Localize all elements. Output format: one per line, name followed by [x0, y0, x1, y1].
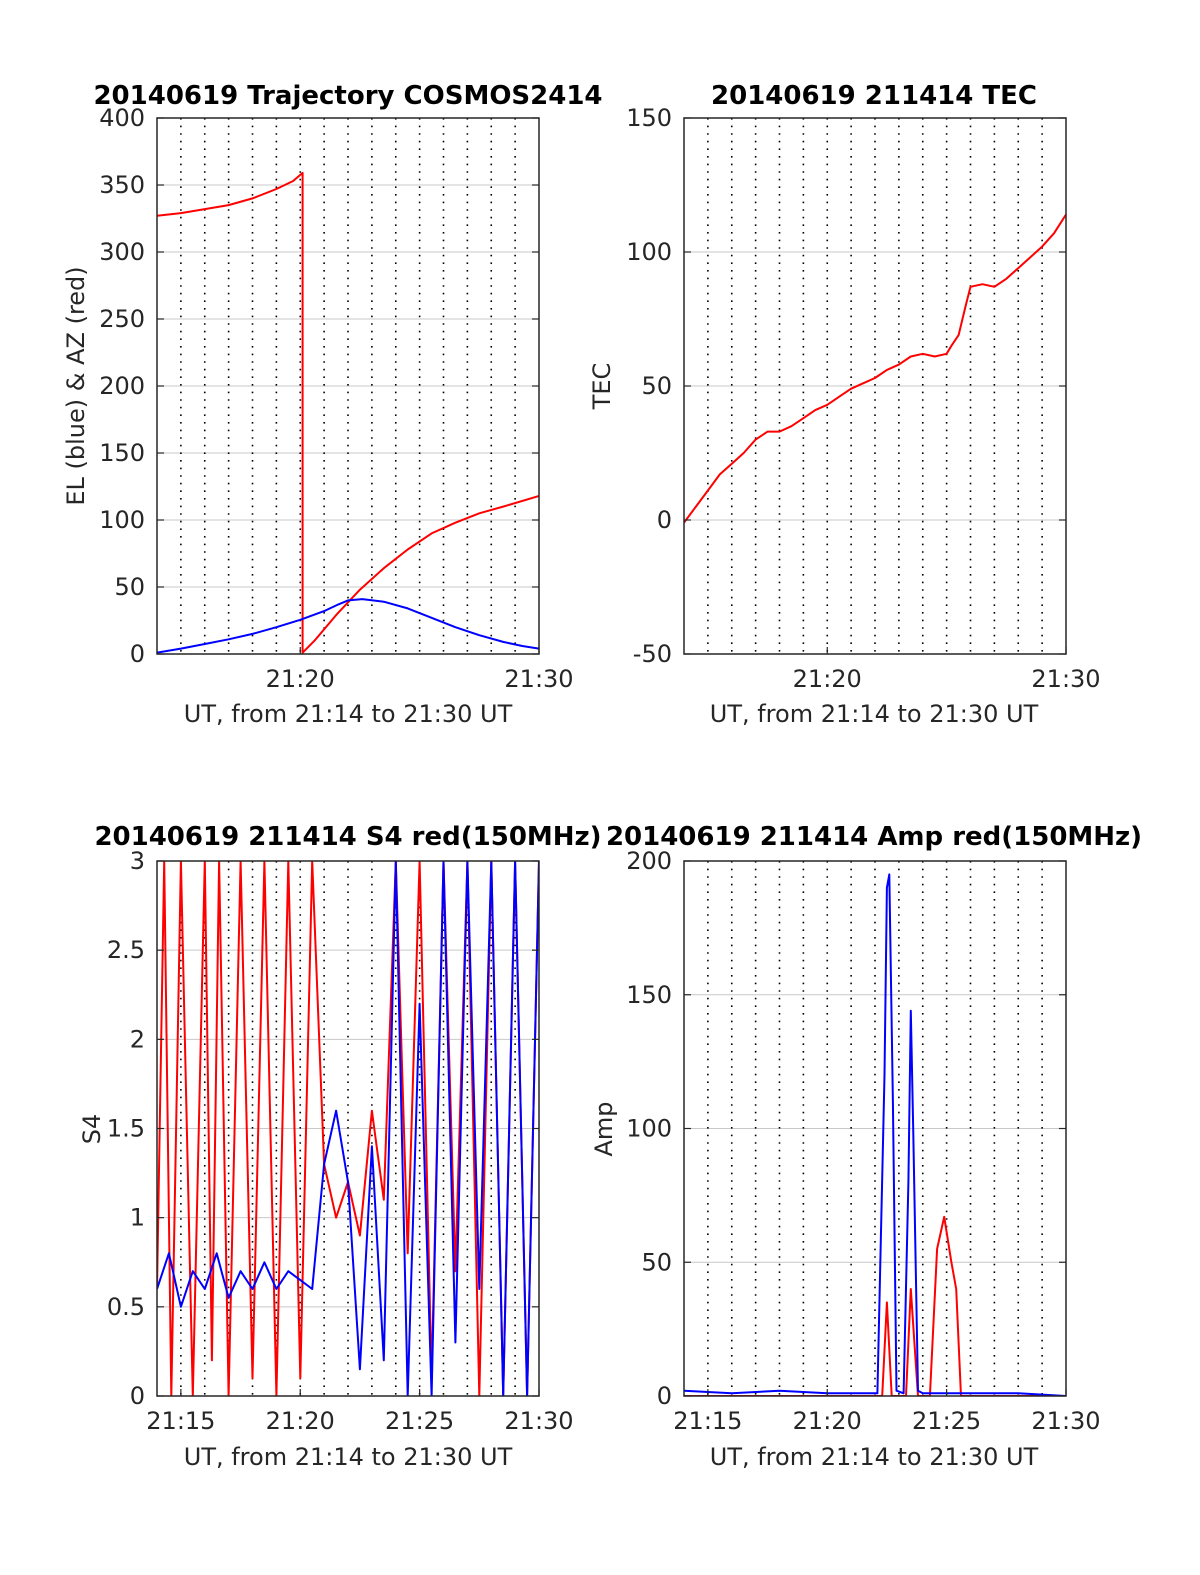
series-line-az [157, 171, 539, 654]
y-tick-label: 1 [130, 1204, 145, 1232]
y-axis-label: S4 [78, 1114, 106, 1145]
x-tick-label: 21:25 [912, 1407, 981, 1435]
y-axis-label: TEC [588, 363, 616, 411]
y-tick-label: 400 [99, 104, 145, 132]
x-tick-label: 21:30 [504, 665, 573, 693]
x-tick-label: 21:20 [266, 665, 335, 693]
y-tick-label: 150 [626, 104, 672, 132]
series-line-amp_red [684, 1215, 1066, 1396]
y-axis-label: EL (blue) & AZ (red) [62, 266, 90, 505]
y-tick-label: -50 [633, 640, 672, 668]
x-axis-label: UT, from 21:14 to 21:30 UT [710, 1443, 1039, 1471]
y-tick-label: 2.5 [107, 936, 145, 964]
series-line-el [157, 598, 539, 654]
x-tick-label: 21:25 [385, 1407, 454, 1435]
y-tick-label: 0.5 [107, 1293, 145, 1321]
panel-tec: 20140619 211414 TEC UT, from 21:14 to 21… [588, 81, 1101, 728]
y-tick-label: 300 [99, 238, 145, 266]
y-tick-label: 3 [130, 847, 145, 875]
y-tick-label: 0 [657, 1382, 672, 1410]
x-axis-label: UT, from 21:14 to 21:30 UT [710, 700, 1039, 728]
y-tick-label: 150 [626, 981, 672, 1009]
x-axis-label: UT, from 21:14 to 21:30 UT [184, 700, 513, 728]
y-tick-label: 1.5 [107, 1115, 145, 1143]
y-tick-label: 100 [626, 1115, 672, 1143]
x-tick-label: 21:30 [1031, 665, 1100, 693]
y-tick-label: 0 [130, 1382, 145, 1410]
panel-title: 20140619 211414 TEC [711, 81, 1037, 111]
y-tick-label: 100 [626, 238, 672, 266]
y-tick-label: 250 [99, 305, 145, 333]
y-tick-label: 50 [641, 372, 672, 400]
panel-title: 20140619 211414 S4 red(150MHz) [94, 822, 601, 852]
x-tick-label: 21:30 [504, 1407, 573, 1435]
x-tick-label: 21:20 [793, 1407, 862, 1435]
y-tick-label: 0 [130, 640, 145, 668]
y-tick-label: 100 [99, 506, 145, 534]
y-axis-label: Amp [590, 1101, 618, 1156]
y-tick-label: 200 [99, 372, 145, 400]
y-tick-label: 200 [626, 847, 672, 875]
series-line-amp_blue [684, 873, 1066, 1396]
series-line-tec [684, 213, 1066, 524]
x-tick-label: 21:15 [146, 1407, 215, 1435]
x-axis-label: UT, from 21:14 to 21:30 UT [184, 1443, 513, 1471]
panel-title: 20140619 Trajectory COSMOS2414 [93, 81, 602, 111]
panel-s4: 20140619 211414 S4 red(150MHz) UT, from … [78, 822, 602, 1471]
y-tick-label: 150 [99, 439, 145, 467]
x-tick-label: 21:15 [673, 1407, 742, 1435]
x-tick-label: 21:30 [1031, 1407, 1100, 1435]
y-tick-label: 50 [641, 1248, 672, 1276]
y-tick-label: 0 [657, 506, 672, 534]
y-tick-label: 2 [130, 1025, 145, 1053]
panel-title: 20140619 211414 Amp red(150MHz) [606, 822, 1142, 852]
y-tick-label: 50 [114, 573, 145, 601]
panel-amp: 20140619 211414 Amp red(150MHz) UT, from… [590, 822, 1142, 1471]
y-tick-label: 350 [99, 171, 145, 199]
x-tick-label: 21:20 [793, 665, 862, 693]
x-tick-label: 21:20 [266, 1407, 335, 1435]
panel-trajectory: 20140619 Trajectory COSMOS2414 UT, from … [62, 81, 603, 728]
series-line-s4_blue [157, 861, 539, 1396]
